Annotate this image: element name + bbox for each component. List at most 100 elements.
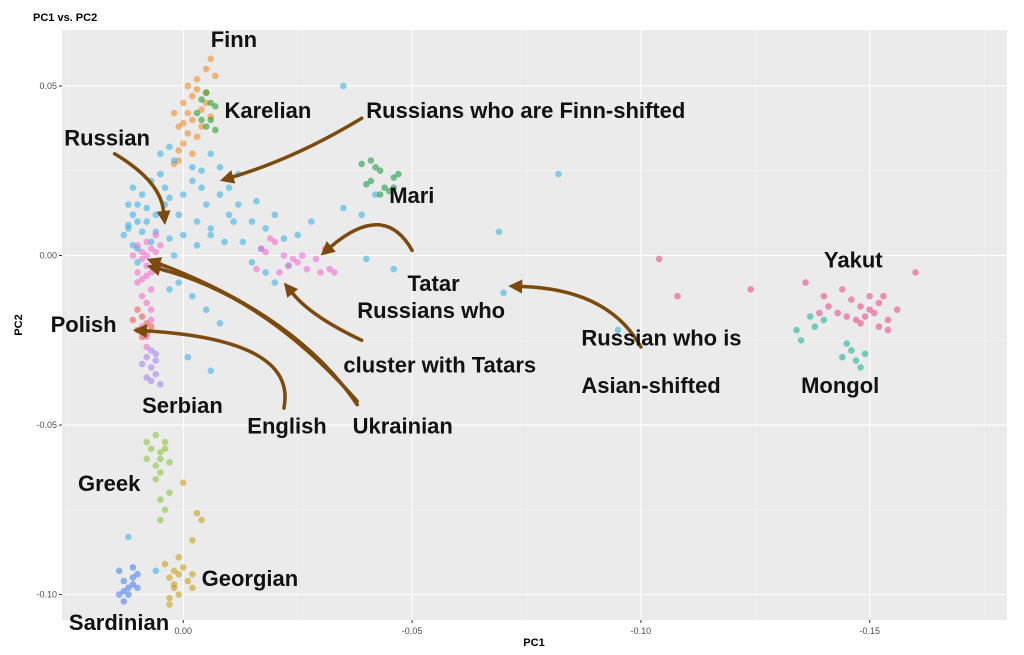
data-point: [376, 191, 384, 198]
data-point: [390, 184, 398, 191]
data-point: [161, 438, 169, 446]
data-point: [747, 286, 754, 293]
data-point: [793, 326, 800, 334]
data-point: [152, 476, 160, 483]
data-point: [166, 601, 173, 608]
data-point: [271, 211, 279, 219]
x-tick-label: -0.15: [859, 626, 880, 636]
data-point: [912, 269, 919, 276]
data-point: [193, 509, 201, 517]
data-point: [207, 116, 214, 124]
data-point: [129, 211, 137, 219]
data-point: [884, 316, 892, 324]
annotation-arrowhead: [132, 324, 148, 338]
data-point: [202, 123, 210, 130]
annotation-label: cluster with Tatars: [343, 353, 536, 378]
data-point: [147, 364, 155, 371]
data-point: [225, 211, 233, 219]
data-point: [157, 448, 164, 456]
y-tick-label: -0.10: [36, 590, 57, 600]
data-point: [262, 225, 269, 232]
data-point: [180, 140, 187, 147]
data-point: [294, 259, 302, 266]
data-point: [395, 170, 402, 178]
data-point: [152, 462, 160, 470]
data-point: [884, 326, 892, 334]
data-point: [147, 377, 155, 385]
data-point: [143, 353, 150, 361]
data-point: [166, 235, 173, 242]
data-point: [225, 184, 233, 191]
annotation-label: Russians who are Finn-shifted: [366, 98, 685, 123]
data-point: [358, 160, 366, 168]
data-point: [143, 455, 150, 463]
data-point: [120, 231, 128, 239]
axis-ticks: 0.00 -0.05 -0.10 -0.15 0.05 0.00 -0.05 -0.10: [36, 81, 879, 636]
data-point: [198, 516, 205, 524]
data-point: [875, 299, 883, 307]
data-point: [170, 567, 178, 575]
annotation-arrowhead: [156, 210, 171, 225]
data-point: [152, 248, 160, 256]
data-point: [555, 170, 562, 178]
data-point: [138, 255, 146, 263]
data-point: [221, 238, 228, 246]
data-point: [495, 228, 503, 236]
data-point: [875, 323, 883, 331]
data-point: [198, 123, 205, 130]
data-point: [852, 357, 860, 364]
data-point: [125, 221, 132, 229]
data-point: [189, 150, 196, 158]
data-point: [861, 350, 869, 358]
data-point: [207, 55, 214, 63]
data-point: [152, 431, 160, 439]
data-point: [202, 65, 210, 73]
data-point: [129, 242, 137, 249]
data-point: [880, 292, 887, 300]
annotation-arrow: [112, 152, 166, 213]
data-point: [253, 197, 260, 205]
annotation-arrowhead: [320, 241, 336, 256]
data-point: [198, 167, 205, 174]
data-point: [152, 231, 160, 239]
chart-title: PC1 vs. PC2: [33, 12, 97, 24]
data-point: [134, 279, 141, 286]
data-point: [129, 316, 137, 324]
data-point: [372, 164, 379, 171]
data-point: [143, 252, 150, 259]
data-point: [189, 116, 196, 124]
data-point: [289, 255, 297, 263]
annotation-arrow: [329, 223, 414, 253]
data-point: [134, 306, 141, 314]
data-point: [129, 184, 137, 191]
annotation-arrow: [520, 284, 643, 349]
data-point: [253, 265, 260, 273]
data-point: [161, 506, 169, 514]
data-point: [839, 286, 846, 293]
data-point: [271, 238, 279, 246]
data-point: [166, 594, 173, 602]
data-point: [848, 347, 855, 354]
data-point: [248, 218, 256, 225]
data-point: [175, 591, 182, 598]
annotation-label: Finn: [211, 27, 257, 52]
data-point: [175, 147, 182, 154]
data-point: [134, 269, 141, 276]
annotation-label: Polish: [51, 312, 117, 337]
data-point: [202, 201, 210, 208]
data-point: [857, 303, 864, 310]
annotation-label: Russian: [64, 125, 150, 150]
data-point: [372, 191, 379, 198]
data-point: [614, 326, 622, 334]
data-point: [157, 496, 164, 503]
data-point: [120, 598, 128, 605]
data-point: [161, 445, 169, 453]
data-point: [143, 320, 150, 327]
data-point: [390, 174, 398, 181]
annotation-label: Tatar: [408, 271, 461, 296]
data-point: [312, 255, 320, 263]
annotation-labels: Finn Karelian Russians who are Finn-shifte…: [51, 27, 884, 635]
data-point: [125, 533, 132, 541]
data-point: [193, 218, 201, 225]
data-point: [134, 570, 141, 578]
